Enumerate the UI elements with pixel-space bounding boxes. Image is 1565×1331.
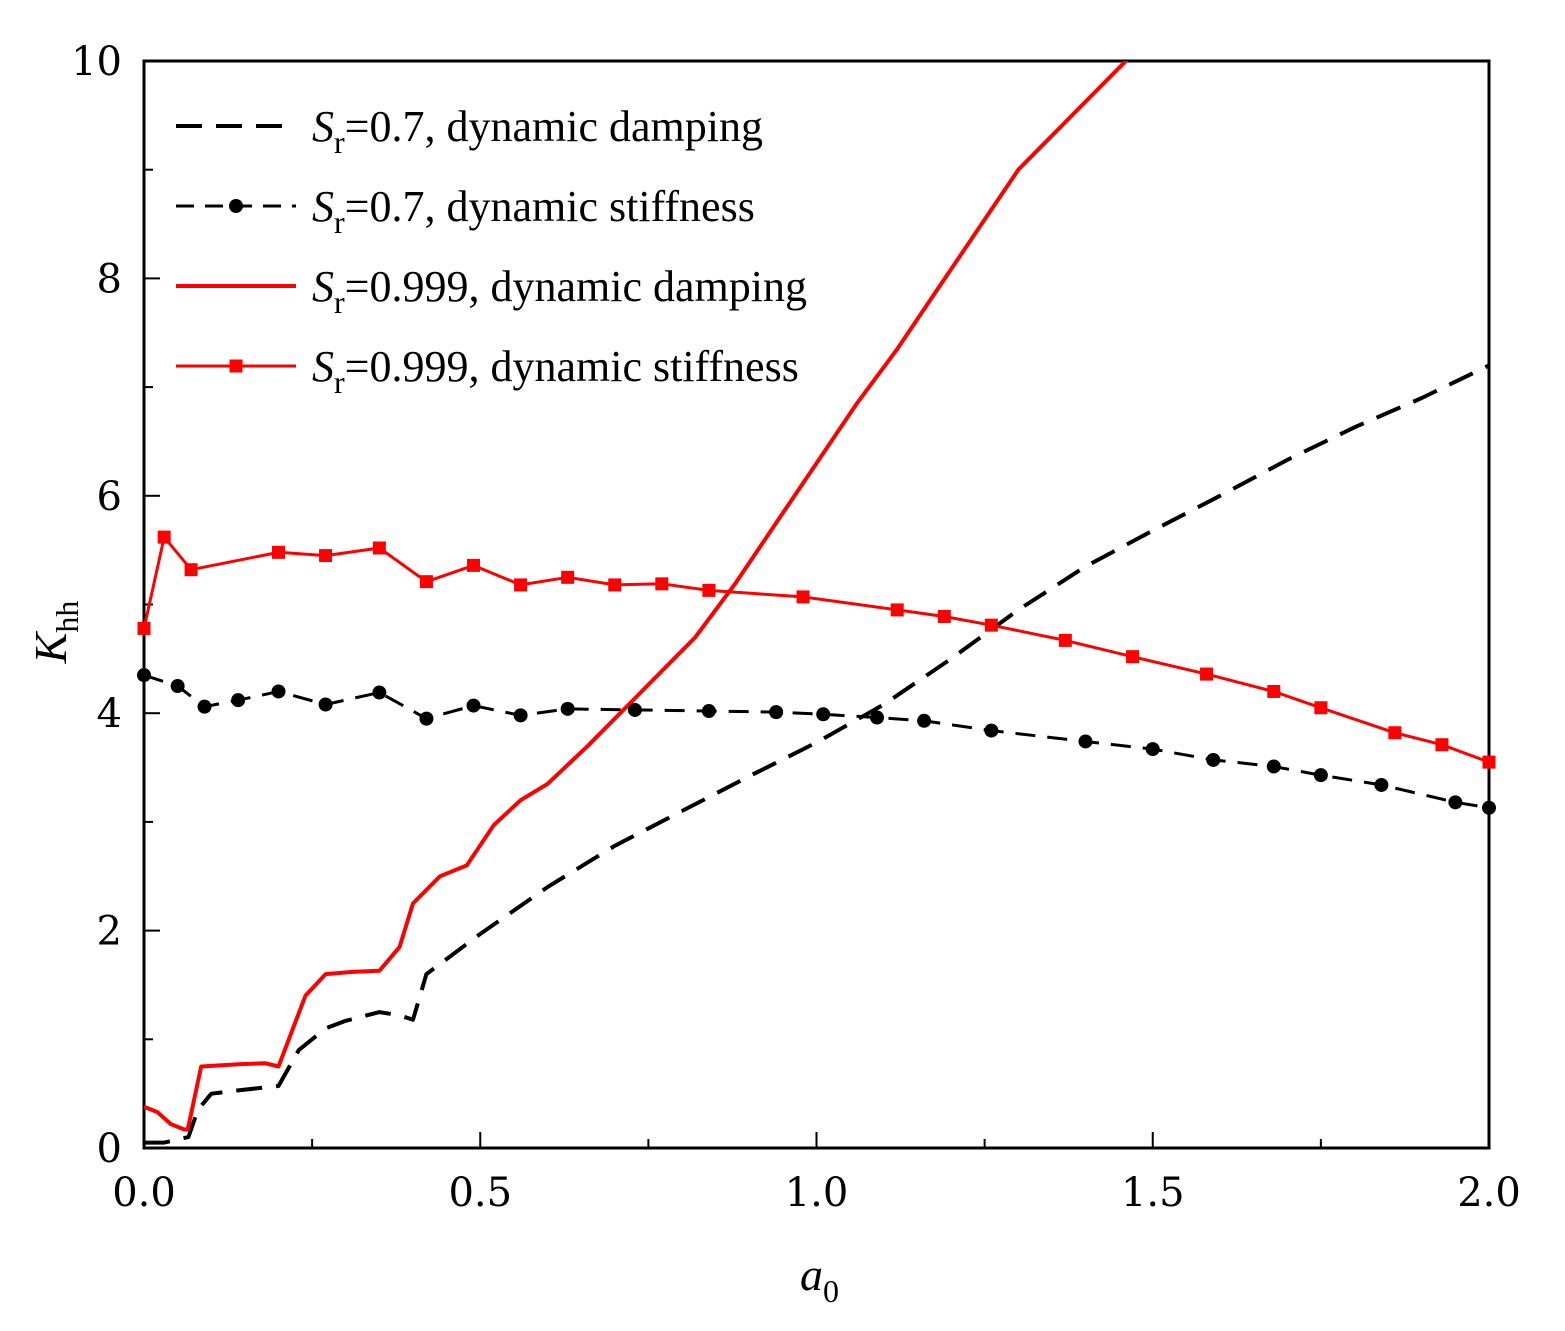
data-point: [627, 702, 642, 717]
y-tick-label: 4: [97, 691, 122, 737]
data-point: [1482, 755, 1496, 769]
data-point: [984, 618, 998, 632]
x-tick-label: 2.0: [1457, 1170, 1521, 1216]
data-point: [419, 711, 434, 726]
data-point: [419, 575, 433, 589]
data-point: [1266, 759, 1281, 774]
data-point: [272, 545, 285, 559]
data-point: [137, 621, 151, 635]
data-point: [608, 578, 622, 592]
y-axis-label: Khh: [25, 601, 85, 665]
data-point: [816, 707, 831, 722]
data-point: [769, 705, 784, 720]
y-axis-label-main: K: [25, 630, 76, 664]
legend-label-3: Sr=0.999, dynamic damping: [312, 262, 807, 320]
data-point: [796, 590, 810, 604]
y-tick-label: 6: [97, 474, 122, 520]
data-point: [1448, 795, 1463, 810]
data-point: [1314, 701, 1328, 715]
data-point: [157, 530, 171, 544]
data-point: [466, 698, 481, 713]
data-point: [271, 684, 286, 699]
data-point: [1435, 738, 1449, 752]
x-axis-label: a0: [800, 1249, 839, 1309]
data-point: [318, 697, 333, 712]
data-point: [170, 679, 185, 694]
data-point: [231, 693, 246, 708]
data-point: [184, 563, 198, 577]
data-point: [702, 583, 716, 597]
legend-marker: [229, 199, 243, 213]
legend-label-2: Sr=0.7, dynamic stiffness: [312, 182, 755, 240]
data-point: [467, 558, 481, 572]
y-tick-label: 8: [97, 256, 122, 302]
data-point: [560, 701, 575, 716]
data-point: [197, 699, 212, 714]
y-tick-label: 0: [97, 1126, 122, 1172]
axis-tick-labels: 0.0 0.5 1.0 1.5 2.0 0 2 4 6 8 10: [71, 39, 1521, 1216]
x-tick-label: 1.5: [1121, 1170, 1185, 1216]
data-point: [937, 609, 951, 623]
data-point: [1267, 684, 1281, 698]
data-point: [1126, 650, 1140, 664]
data-point: [514, 578, 528, 592]
data-point: [1482, 800, 1496, 815]
legend-label-1: Sr=0.7, dynamic damping: [312, 102, 763, 160]
series-line-1: [144, 363, 1489, 1145]
data-point: [1078, 734, 1093, 749]
data-point: [701, 704, 716, 719]
x-tick-label: 0.5: [448, 1170, 512, 1216]
data-point: [561, 570, 575, 584]
data-point: [513, 708, 528, 723]
x-axis-label-main: a: [800, 1249, 823, 1300]
data-point: [1200, 667, 1214, 681]
data-point: [890, 603, 904, 617]
series-line-3: [144, 61, 1129, 1132]
y-axis-label-sub: hh: [49, 601, 85, 633]
x-tick-label: 1.0: [785, 1170, 849, 1216]
marker-layer: [137, 530, 1496, 815]
x-tick-label: 0.0: [112, 1170, 176, 1216]
legend-marker: [229, 359, 243, 373]
data-point: [372, 541, 386, 555]
data-point: [1206, 752, 1221, 767]
series-line-4: [144, 535, 1489, 764]
x-axis-label-sub: 0: [823, 1273, 839, 1309]
data-point: [1058, 633, 1072, 647]
series-line-2: [144, 673, 1489, 810]
data-point: [917, 713, 932, 728]
data-point: [655, 577, 669, 591]
y-tick-label: 2: [97, 909, 122, 955]
data-point: [372, 685, 387, 700]
data-point: [1313, 768, 1328, 783]
data-point: [137, 668, 151, 683]
data-point: [1374, 777, 1389, 792]
data-point: [870, 710, 885, 725]
series-layer: [144, 61, 1489, 1145]
axis-ticks: [143, 60, 1490, 1149]
data-point: [1388, 726, 1402, 740]
y-tick-label: 10: [71, 39, 122, 85]
data-point: [319, 549, 333, 563]
data-point: [984, 723, 999, 738]
legend: Sr=0.7, dynamic damping Sr=0.7, dynamic s…: [176, 102, 807, 400]
data-point: [1145, 742, 1160, 757]
legend-label-4: Sr=0.999, dynamic stiffness: [312, 342, 799, 400]
